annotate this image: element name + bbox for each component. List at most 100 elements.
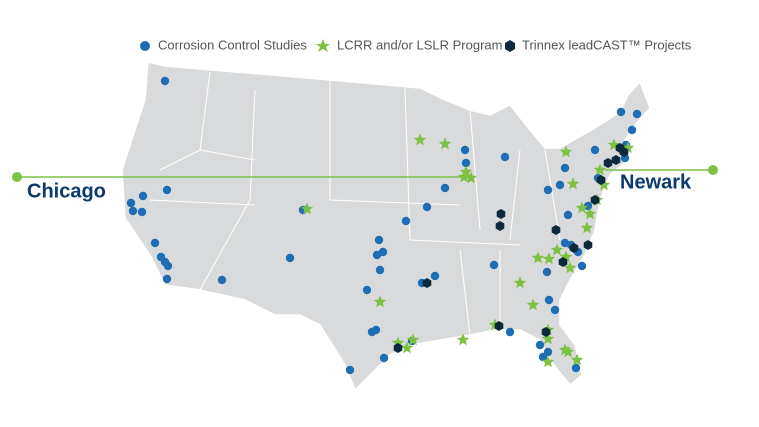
study-dot (616, 107, 626, 117)
program-star (566, 177, 580, 190)
study-dot (542, 267, 552, 277)
study-dot (430, 271, 440, 281)
program-star (300, 202, 314, 215)
project-hex (558, 257, 568, 267)
study-dot (571, 363, 581, 373)
study-dot (374, 235, 384, 245)
city-label: Chicago (27, 180, 106, 202)
project-hex (569, 243, 579, 253)
study-dot (543, 185, 553, 195)
legend-label: Trinnex leadCAST™ Projects (522, 37, 692, 52)
study-dot (345, 365, 355, 375)
project-hex (611, 155, 621, 165)
study-dot (505, 327, 515, 337)
program-star (580, 221, 594, 234)
project-hex (603, 158, 613, 168)
program-star (406, 333, 420, 346)
legend-label: LCRR and/or LSLR Program (337, 37, 502, 52)
legend-dot (140, 41, 150, 51)
program-star (531, 251, 545, 264)
study-dot (461, 158, 471, 168)
study-dot (632, 109, 642, 119)
project-hex (495, 221, 505, 231)
study-dot (126, 198, 136, 208)
study-dot (378, 247, 388, 257)
legend-label: Corrosion Control Studies (158, 37, 307, 52)
legend-star (316, 39, 330, 52)
study-dot (375, 265, 385, 275)
program-star (561, 345, 575, 358)
us-outline (121, 61, 651, 392)
program-star (526, 298, 540, 311)
study-dot (577, 261, 587, 271)
study-dot (544, 295, 554, 305)
legend: Corrosion Control Studies LCRR and/or LS… (140, 37, 692, 52)
study-dot (362, 285, 372, 295)
program-star (570, 353, 584, 366)
legend-hex (505, 40, 515, 52)
city-label: Newark (620, 171, 692, 193)
program-star (559, 145, 573, 158)
project-hex (422, 278, 432, 288)
program-star (400, 341, 414, 354)
study-dot (160, 76, 170, 86)
points (126, 76, 642, 375)
study-dot (401, 216, 411, 226)
study-dot (489, 260, 499, 270)
project-hex (541, 327, 551, 337)
project-hex (615, 143, 625, 153)
study-dot (162, 274, 172, 284)
program-star (413, 133, 427, 146)
program-star (563, 261, 577, 274)
study-dot (137, 207, 147, 217)
callout-dot (12, 172, 22, 182)
study-dot (422, 202, 432, 212)
study-dot (379, 353, 389, 363)
study-dot (217, 275, 227, 285)
callout-dot (708, 165, 718, 175)
study-dot (555, 180, 565, 190)
study-dot (162, 185, 172, 195)
newark-callout: Newark (605, 165, 718, 193)
study-dot (590, 145, 600, 155)
study-dot (285, 253, 295, 263)
project-hex (551, 225, 561, 235)
study-dot (563, 210, 573, 220)
project-hex (596, 175, 606, 185)
program-star (575, 201, 589, 214)
program-star (541, 355, 555, 368)
study-dot (627, 125, 637, 135)
program-star (373, 295, 387, 308)
chicago-callout: Chicago (12, 172, 470, 202)
program-star (583, 207, 597, 220)
project-hex (590, 195, 600, 205)
study-dot (500, 152, 510, 162)
program-star (464, 171, 478, 184)
project-hex (496, 209, 506, 219)
program-star (550, 243, 564, 256)
study-dot (560, 163, 570, 173)
state-borders (149, 71, 561, 336)
study-dot (460, 145, 470, 155)
study-dot (371, 325, 381, 335)
program-star (541, 332, 555, 345)
program-star (542, 252, 556, 265)
project-hex (583, 240, 593, 250)
project-hex (494, 321, 504, 331)
program-star (438, 137, 452, 150)
study-dot (543, 347, 553, 357)
study-dot (150, 238, 160, 248)
study-dot (128, 206, 138, 216)
study-dot (163, 261, 173, 271)
project-hex (393, 343, 403, 353)
program-star (593, 163, 607, 176)
study-dot (440, 183, 450, 193)
program-star (456, 333, 470, 346)
study-dot (138, 191, 148, 201)
study-dot (550, 305, 560, 315)
program-star (513, 276, 527, 289)
program-star (597, 178, 611, 191)
study-dot (535, 340, 545, 350)
